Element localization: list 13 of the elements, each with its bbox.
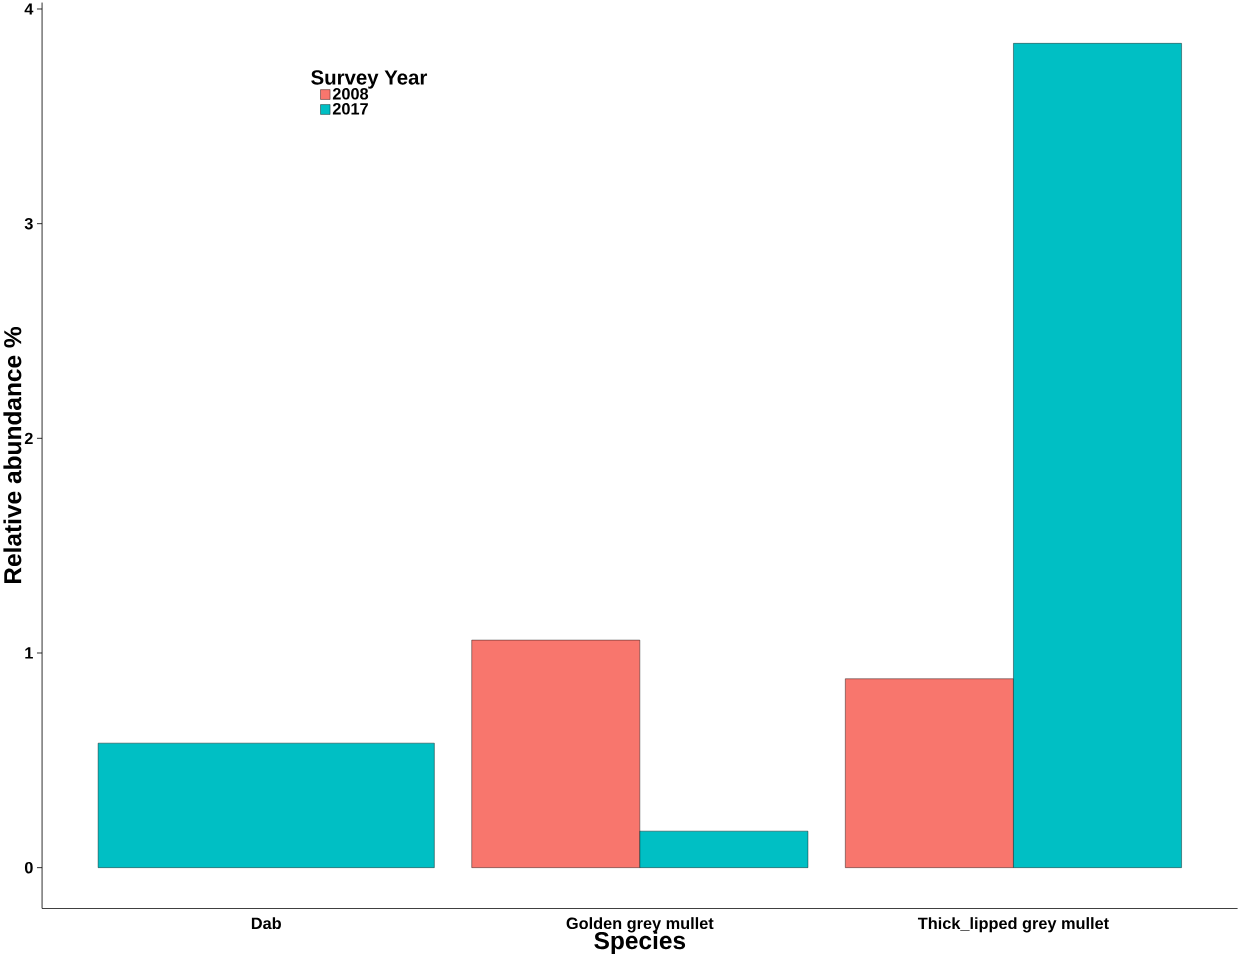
x-tick-label: Dab [251,916,281,929]
y-axis-title: Relative abundance % [3,326,22,583]
x-tick-label: Golden grey mullet [566,916,714,933]
y-tick-label: 3 [24,217,33,230]
legend-title: Survey Year [311,70,428,89]
x-tick-label: Thick_lipped grey mullet [917,916,1109,933]
y-tick-label: 1 [25,647,33,659]
y-tick-label: 4 [24,3,34,15]
y-tick-label: 2 [24,432,33,444]
legend-label: 2008 [332,87,369,100]
y-tick-label: 0 [24,861,33,874]
x-axis-title: Species [594,931,686,954]
legend-label: 2017 [332,102,368,115]
